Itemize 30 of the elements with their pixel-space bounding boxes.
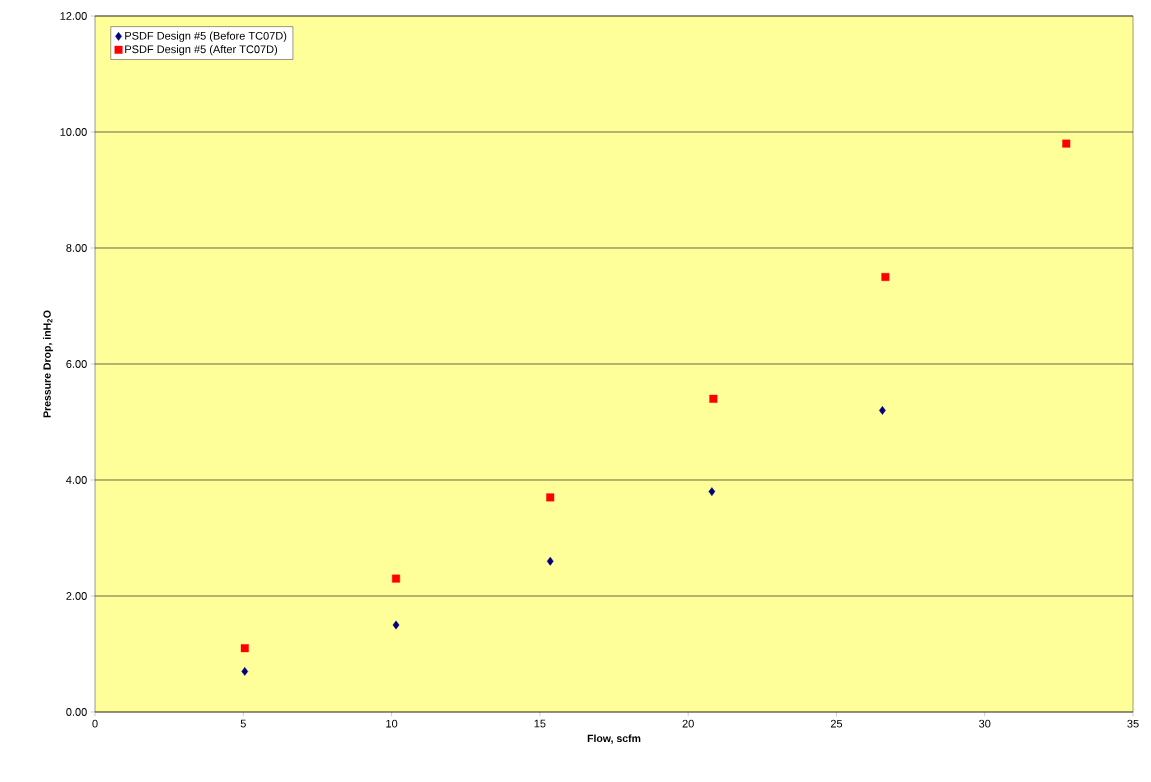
point: [392, 574, 401, 583]
x-tick-label: 25: [830, 719, 843, 728]
y-axis-title: Pressure Drop, inH$_{2}$O: [43, 310, 53, 418]
point: [1062, 139, 1071, 148]
x-tick-label: 0: [92, 719, 98, 728]
y-tick-label: 8.00: [66, 244, 87, 252]
x-tick-label: 5: [240, 719, 246, 728]
y-tick-label: 4.00: [66, 476, 87, 484]
legend-label: PSDF Design #5 (Before TC07D): [125, 31, 287, 42]
x-tick-label: 10: [386, 719, 398, 728]
point: [241, 667, 249, 676]
point: [709, 394, 718, 403]
y-tick-label: 10.00: [60, 128, 87, 136]
x-tick-label: 15: [534, 719, 546, 728]
y-tick-label: 6.00: [66, 360, 87, 368]
point: [546, 493, 555, 502]
point: [392, 620, 400, 630]
x-axis-title: Flow, scfm: [587, 734, 641, 744]
point: [881, 273, 890, 281]
x-tick-label: 20: [682, 719, 694, 728]
point: [879, 406, 886, 415]
legend-label: PSDF Design #5 (After TC07D): [125, 45, 278, 56]
y-tick-label: 2.00: [66, 592, 87, 600]
point: [240, 644, 249, 653]
y-tick-label: 0.00: [66, 708, 87, 716]
y-tick-label: 12.00: [60, 12, 87, 20]
x-tick-label: 35: [1127, 719, 1139, 728]
x-tick-label: 30: [979, 719, 991, 728]
point: [708, 487, 716, 496]
point: [546, 556, 554, 566]
